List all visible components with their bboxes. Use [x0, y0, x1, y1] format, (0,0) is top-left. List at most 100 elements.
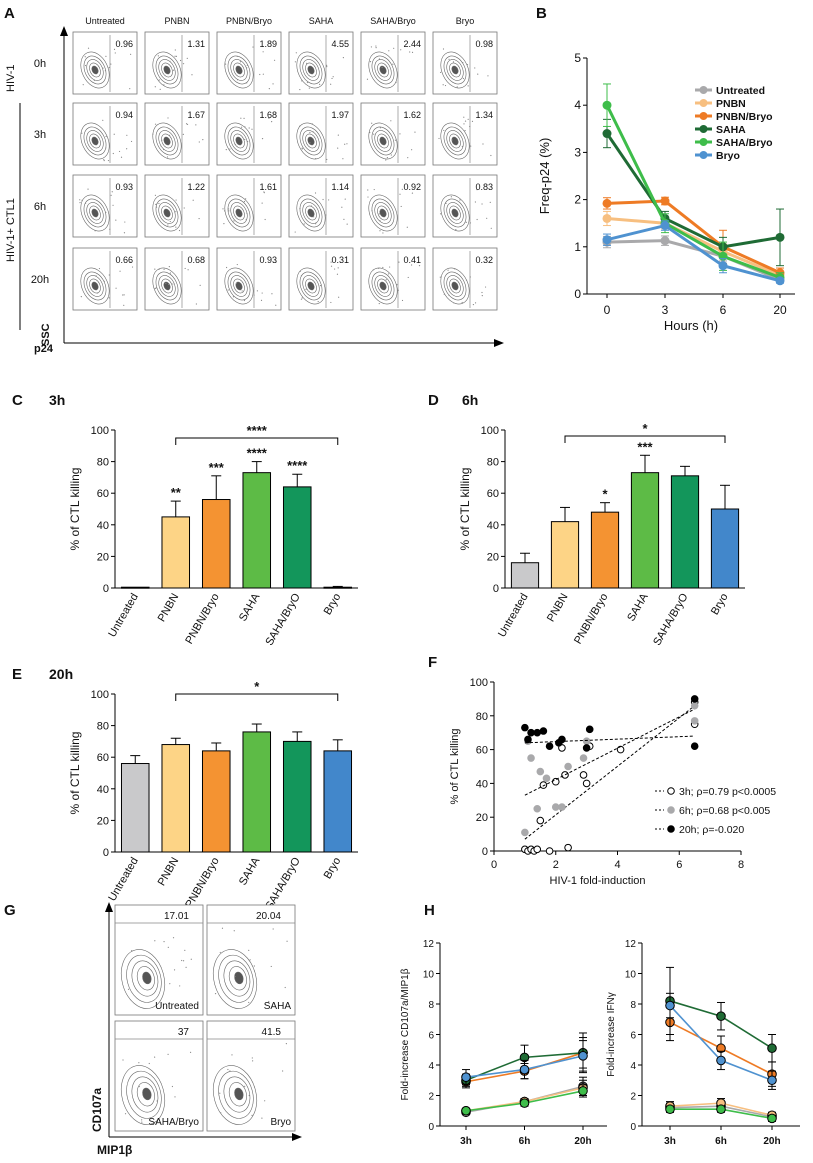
flow-dot — [108, 66, 110, 69]
flow-dot — [221, 927, 224, 929]
flow-dot — [439, 276, 441, 278]
flow-dot — [123, 294, 125, 296]
flow-dot — [178, 229, 181, 232]
data-point — [775, 276, 785, 286]
flow-dot — [481, 294, 483, 297]
scatter-point — [527, 754, 535, 762]
comparison-bracket — [564, 435, 726, 443]
flow-dot — [87, 188, 89, 190]
x-tick-label: 20h — [763, 1136, 780, 1147]
bar — [282, 740, 312, 853]
flow-dot — [105, 211, 107, 214]
flow-dot — [244, 1085, 246, 1087]
flow-row-label: 6h — [34, 201, 46, 213]
flow-dot — [284, 986, 286, 989]
flow-dot — [222, 208, 224, 210]
flow-contour — [91, 136, 99, 146]
flow-dot — [373, 188, 375, 191]
flow-plot-frame — [432, 102, 498, 166]
chart-title: 20h — [49, 666, 73, 682]
flow-gate-value: 1.14 — [331, 182, 349, 192]
y-tick-label: 60 — [97, 752, 109, 764]
legend-marker — [667, 825, 675, 833]
flow-dot — [271, 121, 273, 123]
x-tick-label: PNBN — [545, 591, 571, 624]
flow-contour — [235, 208, 243, 218]
flow-condition-label: SAHA/Bryo — [148, 1117, 199, 1128]
flow-dot — [252, 1060, 254, 1062]
flow-dot — [308, 87, 311, 89]
flow-contour — [142, 1087, 152, 1101]
flow-dot — [282, 1070, 284, 1072]
panel-g-y-label: CD107a — [90, 1088, 104, 1132]
flow-dot — [156, 202, 158, 205]
flow-contour — [155, 126, 179, 156]
flow-contour — [368, 267, 398, 305]
bar — [323, 586, 353, 589]
flow-contour — [136, 966, 155, 991]
flow-contour — [158, 202, 176, 224]
flow-dot — [190, 958, 192, 960]
bracket-star: * — [254, 679, 260, 694]
x-tick-label: 4 — [614, 859, 620, 871]
x-tick-label: PNBN — [156, 855, 182, 888]
flow-dot — [366, 78, 369, 80]
flow-plot-frame — [360, 31, 426, 95]
flow-dot — [152, 133, 154, 135]
flow-contour — [449, 62, 461, 78]
flow-dot — [173, 969, 176, 971]
flow-dot — [390, 154, 392, 156]
flow-column-label: Untreated — [85, 16, 125, 26]
flow-contour — [142, 971, 152, 985]
flow-contour — [161, 133, 173, 149]
flow-dot — [272, 83, 274, 85]
flow-dot — [392, 63, 394, 65]
flow-contour — [305, 62, 317, 78]
flow-dot — [407, 276, 409, 279]
flow-dot — [112, 204, 114, 206]
x-tick-label: Untreated — [106, 856, 141, 904]
data-point — [461, 1105, 471, 1116]
bar — [161, 516, 191, 589]
flow-dot — [174, 1096, 176, 1098]
y-tick-label: 3 — [574, 145, 581, 159]
flow-contour — [131, 960, 159, 997]
scatter-point — [579, 771, 588, 779]
bar — [590, 511, 620, 589]
bar — [120, 586, 150, 589]
flow-dot — [227, 208, 230, 210]
y-tick-label: 10 — [423, 970, 435, 981]
flow-contour — [371, 55, 395, 85]
flow-dot — [315, 223, 317, 225]
panel-label-f: F — [428, 654, 437, 671]
flow-plot-frame — [72, 31, 138, 95]
flow-contour — [443, 126, 467, 156]
flow-condition-label: Untreated — [155, 1001, 199, 1012]
flow-dot — [80, 296, 82, 298]
flow-gate-value: 1.62 — [403, 110, 421, 120]
flow-dot — [306, 81, 309, 84]
flow-gate-value: 0.68 — [187, 255, 205, 265]
flow-dot — [263, 192, 265, 194]
flow-contour — [83, 55, 107, 85]
y-tick-label: 100 — [91, 425, 109, 437]
flow-gate-value: 0.93 — [259, 255, 277, 265]
flow-dot — [169, 983, 171, 985]
flow-dot — [378, 58, 381, 60]
scatter-point — [579, 754, 588, 762]
flow-contour — [230, 275, 248, 297]
flow-plot-frame — [288, 174, 354, 238]
flow-dot — [167, 117, 169, 119]
panel-a-y-arrow — [60, 26, 68, 36]
flow-dot — [448, 294, 450, 296]
data-point — [602, 100, 612, 110]
flow-dot — [442, 84, 444, 86]
legend-label: PNBN/Bryo — [716, 111, 773, 123]
data-point — [602, 198, 612, 208]
x-tick-label: 3 — [662, 303, 669, 317]
flow-plot-frame — [360, 174, 426, 238]
flow-dot — [382, 232, 384, 234]
scatter-point — [551, 777, 560, 786]
flow-dot — [81, 132, 83, 134]
scatter-point — [527, 728, 535, 737]
